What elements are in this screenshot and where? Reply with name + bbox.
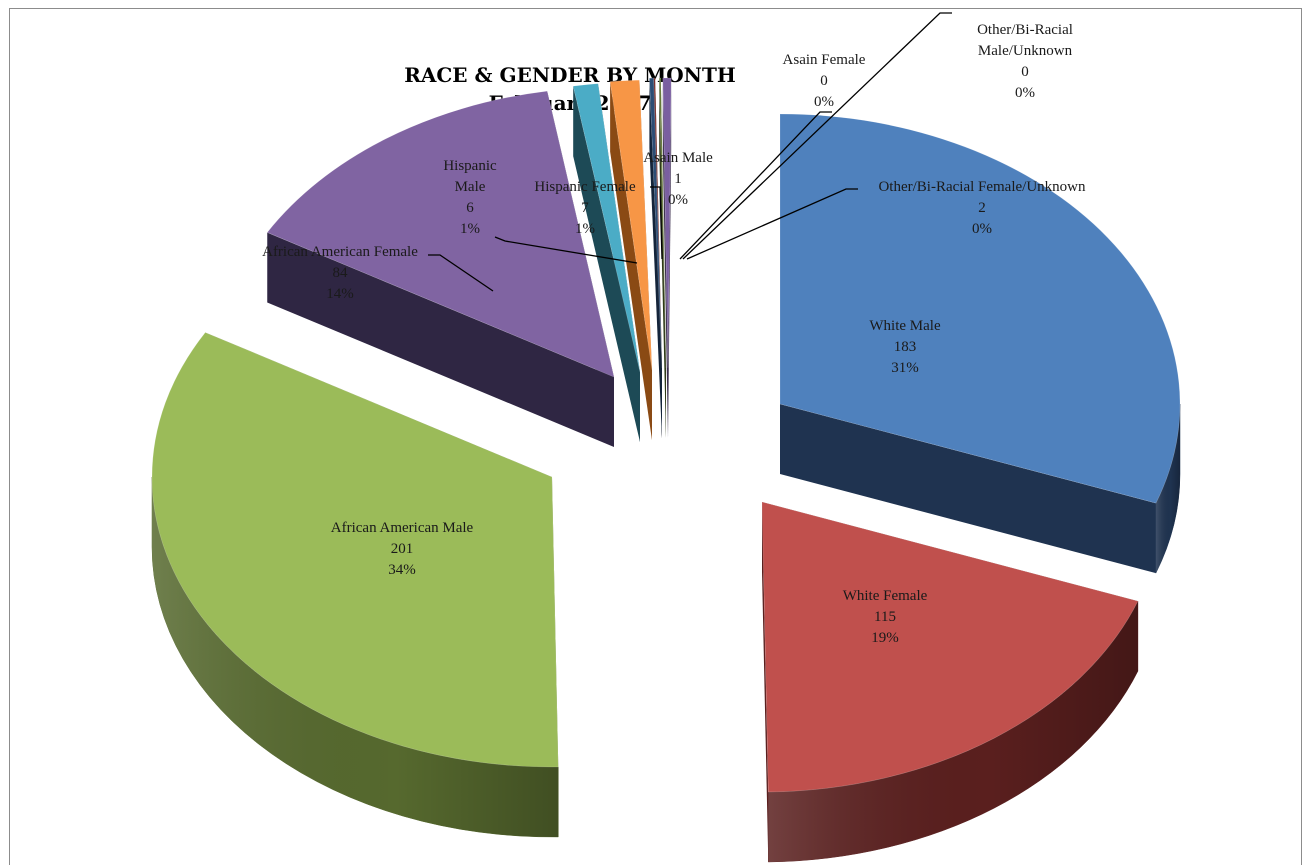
slice-wall [762,502,769,862]
data-label-asain-female: Asain Female 0 0% [783,52,866,110]
slice-white-female [761,501,1139,863]
slice-top [609,79,653,371]
data-label-white-male: White Male 183 31% [869,318,941,376]
data-label-african-american-female: African American Female 84 14% [262,244,418,302]
slice-african-american-female [266,90,615,447]
data-label-other-bi-racial-male-unknown: Other/Bi-Racial Male/Unknown 0 0% [977,22,1073,101]
slice-wall [649,78,662,438]
slice-side-shade [768,601,1138,862]
leader-line [428,254,494,292]
slice-top [779,113,1181,504]
slice-wall [662,78,668,439]
leader-line [686,188,858,260]
data-label-african-american-male: African American Male 201 34% [331,520,474,578]
slice-wall [668,78,672,438]
slice-wall [267,232,614,447]
slice-side-shade [152,477,559,837]
slice-top [266,90,615,378]
slice-wall [610,81,652,440]
slice-wall [573,86,640,442]
slice-top [649,77,663,369]
data-label-hispanic-male: Hispanic Male 6 1% [443,158,497,237]
leader-line [679,111,832,260]
slice-top [662,77,672,369]
slice-hispanic-male [572,83,641,442]
chart-title-line-1: RACE & GENDER BY MONTH [404,63,735,87]
slice-top [572,83,641,373]
slice-top [653,77,663,369]
slice-white-male [779,113,1181,574]
data-label-asain-male: Asain Male 1 0% [643,150,713,208]
slice-top [761,501,1139,793]
slice-asain-male [649,77,663,438]
leader-line [682,12,952,260]
data-label-hispanic-female: Hispanic Female 7 1% [534,179,636,237]
slice-wall [780,404,1156,574]
slice-top [151,332,559,768]
slice-hispanic-female [609,79,653,440]
leader-line [494,236,638,264]
slice-african-american-male [151,332,559,838]
leader-line [650,186,663,260]
slice-other-bi-racial-female-unknown [662,77,672,439]
slice-side-shade [1155,404,1180,574]
data-label-white-female: White Female 115 19% [843,588,928,646]
data-label-other-bi-racial-female-unknown: Other/Bi-Racial Female/Unknown 2 0% [878,179,1086,237]
slice-top [658,77,667,369]
